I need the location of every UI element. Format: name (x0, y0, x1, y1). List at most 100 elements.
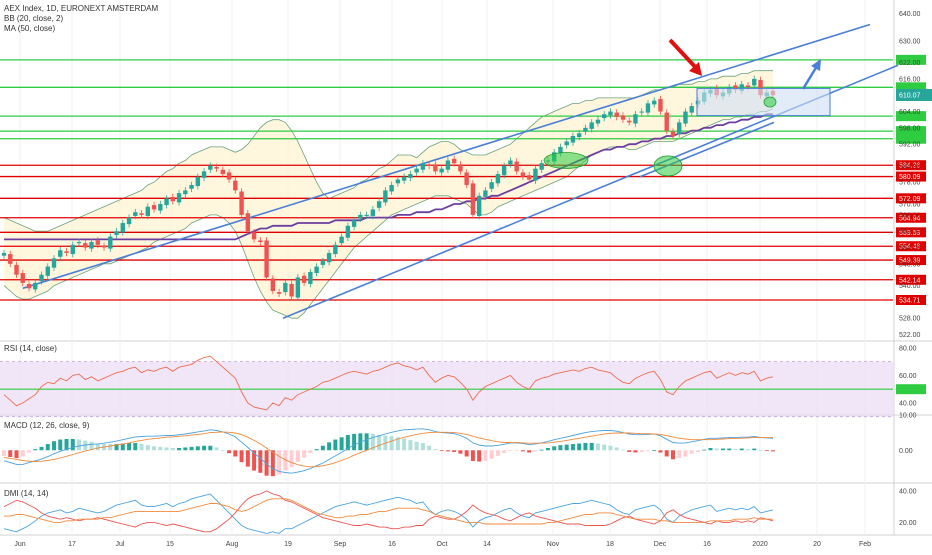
candle-body (158, 204, 163, 211)
price-tick-label: 604.00 (899, 109, 921, 116)
candle-body (508, 160, 513, 165)
rsi-line (3, 355, 774, 411)
price-tick-label: 592.00 (899, 142, 921, 149)
macd-histogram-bar (489, 450, 494, 459)
macd-histogram-bar (520, 450, 525, 452)
candle-body (589, 122, 594, 129)
x-tick-label: 2020 (752, 541, 768, 548)
macd-histogram-bar (595, 443, 600, 451)
candle-body (76, 242, 82, 244)
macd-histogram-bar (764, 450, 769, 452)
candle-body (614, 112, 619, 117)
macd-histogram-bar (14, 450, 19, 459)
candle-body (226, 172, 232, 180)
candle-body (458, 164, 463, 172)
macd-tick-label: 0.00 (899, 448, 913, 455)
candle-body (108, 236, 113, 249)
macd-histogram-bar (83, 440, 88, 451)
candle-body (89, 242, 94, 249)
support-level-tag (896, 54, 926, 65)
candle-body (514, 161, 519, 172)
price-tick-label: 598.00 (899, 125, 921, 132)
candle-body (739, 84, 744, 91)
bb-fill (4, 70, 773, 319)
candle-body (314, 266, 319, 274)
macd-histogram-bar (564, 444, 569, 451)
macd-histogram-bar (533, 450, 538, 452)
breakout-ellipse (543, 152, 589, 169)
candle-body (245, 213, 251, 232)
candle-body (208, 165, 213, 170)
rsi-panel: 80.00 60.00 40.00 (0, 345, 926, 418)
blue-arrow-shaft (801, 65, 819, 90)
macd-histogram-bar (189, 446, 194, 451)
last-price-label: 610.07 (899, 93, 921, 100)
macd-histogram-bar (352, 433, 357, 451)
macd-histogram-bar (145, 445, 150, 451)
macd-histogram-bar (114, 444, 119, 451)
candle-body (301, 275, 307, 283)
support-level-tag (896, 133, 926, 144)
candle-body (33, 282, 38, 290)
moving-average (4, 113, 773, 241)
candle-body (664, 112, 669, 131)
macd-histogram-bar (308, 450, 313, 454)
macd-histogram-bar (89, 441, 94, 451)
support-level-tag (896, 126, 926, 137)
candle-body (333, 244, 338, 255)
resistance-level-label: 534.71 (899, 297, 921, 304)
macd-histogram-bar (239, 450, 244, 463)
candle-body (114, 231, 119, 236)
candle-body (283, 282, 288, 293)
candle-body (745, 85, 751, 88)
candle-body (176, 193, 182, 203)
macd-histogram-bar (483, 450, 488, 461)
x-tick-label: Oct (437, 541, 448, 548)
candle-body (570, 136, 576, 143)
candle-body (414, 168, 419, 173)
dmi-panel: 40.00 20.00 (3, 488, 917, 534)
candle-body (345, 225, 351, 238)
macd-histogram-bar (233, 450, 238, 457)
candle-body (164, 198, 169, 206)
candle-body (583, 127, 588, 132)
x-tick-label: Jul (116, 541, 125, 548)
dmi-tick-label: 20.00 (899, 520, 917, 527)
price-tick-label: 584.00 (899, 163, 921, 170)
macd-histogram-bar (95, 443, 100, 451)
macd-histogram-bar (108, 444, 113, 451)
support-level-tag (896, 82, 926, 93)
candle-body (445, 160, 451, 170)
candle-body (670, 131, 676, 136)
price-tick-label: 548.00 (899, 261, 921, 268)
x-tick-label: 19 (284, 541, 292, 548)
macd-panel: 10.00 0.00 (2, 413, 917, 477)
macd-histogram-bar (27, 450, 32, 453)
candle-body (126, 217, 132, 225)
macd-histogram-bar (652, 450, 657, 452)
candle-body (58, 250, 63, 257)
macd-histogram-bar (602, 444, 607, 451)
macd-histogram-bar (245, 450, 250, 467)
resistance-level-tag (896, 241, 926, 252)
resistance-level-label: 572.09 (899, 196, 921, 203)
macd-histogram-bar (720, 448, 725, 451)
x-tick-label: Dec (654, 541, 667, 548)
candle-body (376, 201, 382, 208)
macd-histogram-bar (58, 439, 63, 451)
macd-tick-label: 10.00 (899, 413, 917, 420)
macd-histogram-bar (727, 448, 732, 451)
macd-histogram-bar (33, 449, 38, 451)
candle-body (308, 272, 313, 284)
macd-histogram-bar (220, 450, 225, 452)
candle-body (370, 209, 376, 216)
dmi-minus-line (3, 490, 774, 533)
candle-body (620, 115, 626, 120)
macd-histogram-bar (408, 440, 413, 451)
macd-histogram-bar (577, 443, 582, 451)
price-tick-label: 622.00 (899, 60, 921, 67)
price-tick-label: 630.00 (899, 38, 921, 45)
macd-histogram-bar (708, 448, 713, 451)
macd-histogram-bar (289, 450, 294, 468)
retest-ellipse (653, 155, 683, 177)
